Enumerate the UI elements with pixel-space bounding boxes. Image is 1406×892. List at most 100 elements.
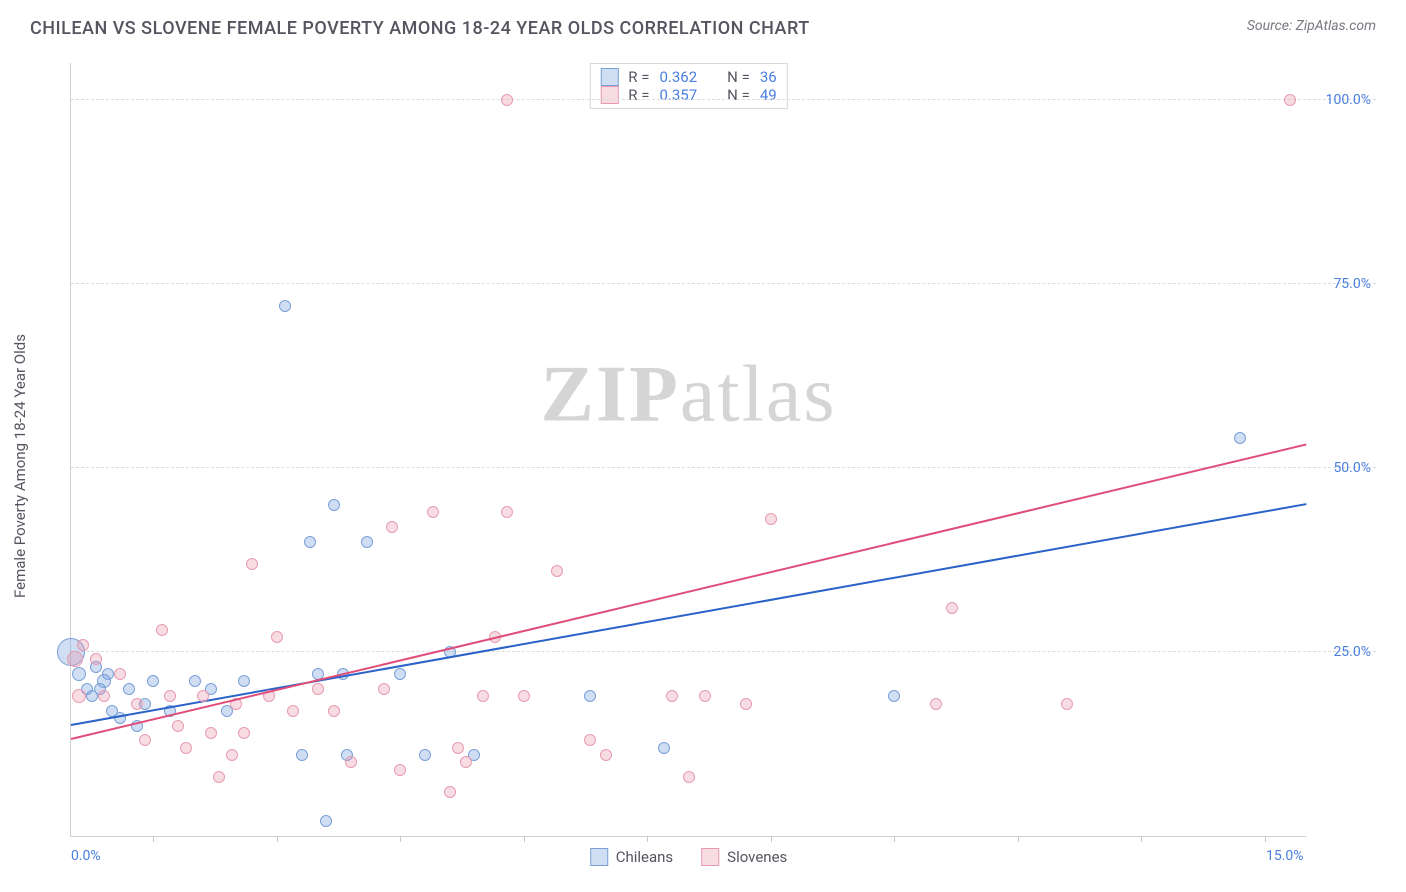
data-point: [238, 727, 250, 739]
r-label: R =: [628, 86, 649, 104]
y-tick-label: 100.0%: [1326, 92, 1371, 108]
correlation-legend: R = 0.362 N = 36R = 0.357 N = 49: [589, 63, 787, 109]
x-axis-label: 15.0%: [1266, 848, 1304, 864]
data-point: [226, 749, 238, 761]
n-label: N =: [727, 86, 750, 104]
data-point: [501, 506, 513, 518]
data-point: [1061, 698, 1073, 710]
data-point: [460, 756, 472, 768]
legend-swatch: [701, 848, 719, 866]
data-point: [419, 749, 431, 761]
data-point: [361, 536, 373, 548]
data-point: [279, 300, 291, 312]
data-point: [180, 742, 192, 754]
data-point: [328, 499, 340, 511]
r-value: 0.362: [659, 68, 697, 86]
data-point: [946, 602, 958, 614]
data-point: [600, 749, 612, 761]
y-tick-label: 50.0%: [1333, 460, 1371, 476]
data-point: [72, 689, 86, 703]
data-point: [131, 698, 143, 710]
data-point: [888, 690, 900, 702]
legend-item: Slovenes: [701, 848, 787, 866]
data-point: [930, 698, 942, 710]
x-tick: [277, 836, 278, 842]
data-point: [156, 624, 168, 636]
data-point: [658, 742, 670, 754]
data-point: [477, 690, 489, 702]
data-point: [345, 756, 357, 768]
data-point: [551, 565, 563, 577]
x-tick: [524, 836, 525, 842]
gridline: [71, 99, 1376, 100]
n-value: 36: [760, 68, 777, 86]
data-point: [296, 749, 308, 761]
correlation-row: R = 0.357 N = 49: [600, 86, 776, 104]
gridline: [71, 651, 1376, 652]
x-tick: [771, 836, 772, 842]
gridline: [71, 283, 1376, 284]
data-point: [102, 668, 114, 680]
x-tick: [1141, 836, 1142, 842]
data-point: [98, 690, 110, 702]
data-point: [246, 558, 258, 570]
y-tick-label: 25.0%: [1333, 644, 1371, 660]
data-point: [740, 698, 752, 710]
data-point: [67, 651, 83, 667]
data-point: [1234, 432, 1246, 444]
data-point: [378, 683, 390, 695]
x-tick: [894, 836, 895, 842]
data-point: [765, 513, 777, 525]
series-legend: Chileans Slovenes: [590, 848, 788, 866]
data-point: [139, 734, 151, 746]
data-point: [312, 683, 324, 695]
plot-area: ZIPatlas R = 0.362N = 36R = 0.357N = 49 …: [70, 63, 1306, 837]
x-tick: [153, 836, 154, 842]
data-point: [427, 506, 439, 518]
data-point: [147, 675, 159, 687]
x-tick: [1018, 836, 1019, 842]
source-attribution: Source: ZipAtlas.com: [1247, 18, 1376, 34]
data-point: [271, 631, 283, 643]
data-point: [238, 675, 250, 687]
x-tick: [400, 836, 401, 842]
gridline: [71, 467, 1376, 468]
n-value: 49: [760, 86, 777, 104]
data-point: [287, 705, 299, 717]
data-point: [72, 667, 86, 681]
data-point: [501, 94, 513, 106]
data-point: [444, 786, 456, 798]
data-point: [114, 668, 126, 680]
trend-line: [71, 503, 1306, 726]
data-point: [304, 536, 316, 548]
data-point: [328, 705, 340, 717]
legend-swatch: [590, 848, 608, 866]
legend-label: Slovenes: [727, 848, 787, 866]
r-value: 0.357: [659, 86, 697, 104]
n-label: N =: [727, 68, 750, 86]
x-tick: [647, 836, 648, 842]
data-point: [386, 521, 398, 533]
data-point: [518, 690, 530, 702]
data-point: [394, 764, 406, 776]
legend-item: Chileans: [590, 848, 673, 866]
data-point: [584, 690, 596, 702]
chart-title: CHILEAN VS SLOVENE FEMALE POVERTY AMONG …: [30, 18, 810, 39]
x-tick: [1265, 836, 1266, 842]
data-point: [683, 771, 695, 783]
trend-line: [71, 444, 1306, 740]
y-tick-label: 75.0%: [1333, 276, 1371, 292]
data-point: [584, 734, 596, 746]
data-point: [452, 742, 464, 754]
data-point: [699, 690, 711, 702]
data-point: [1284, 94, 1296, 106]
data-point: [189, 675, 201, 687]
chart-container: Female Poverty Among 18-24 Year Olds ZIP…: [30, 55, 1376, 877]
data-point: [394, 668, 406, 680]
legend-swatch: [600, 68, 618, 86]
legend-swatch: [600, 86, 618, 104]
data-point: [205, 727, 217, 739]
data-point: [123, 683, 135, 695]
data-point: [213, 771, 225, 783]
legend-label: Chileans: [616, 848, 673, 866]
